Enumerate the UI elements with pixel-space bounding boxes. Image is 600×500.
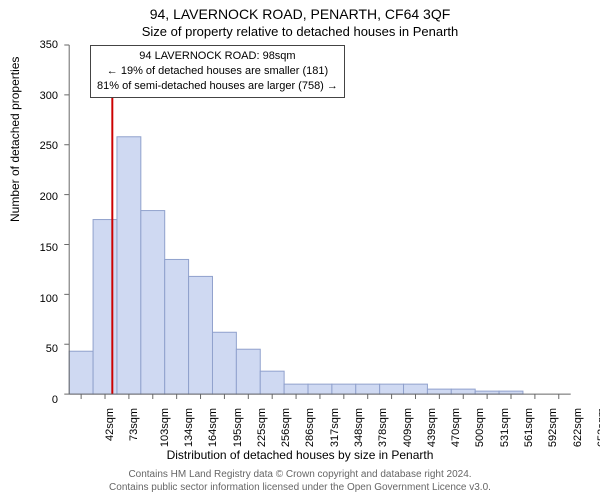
x-tick-label: 317sqm [329, 408, 341, 447]
y-axis-label: Number of detached properties [8, 57, 22, 222]
y-tick-label: 250 [40, 140, 58, 152]
y-tick-label: 0 [52, 394, 58, 406]
bar [93, 220, 117, 395]
bar [308, 384, 332, 394]
y-tick-label: 50 [46, 343, 58, 355]
bar [117, 137, 141, 394]
bar [141, 211, 165, 395]
page-root: 94, LAVERNOCK ROAD, PENARTH, CF64 3QF Si… [0, 0, 600, 500]
x-tick-label: 500sqm [475, 408, 487, 447]
page-subtitle: Size of property relative to detached ho… [0, 22, 600, 39]
bar [404, 384, 428, 394]
y-tick-label: 350 [40, 39, 58, 51]
credit-line-2: Contains public sector information licen… [0, 481, 600, 494]
x-tick-label: 73sqm [128, 408, 140, 441]
bar [427, 389, 451, 394]
bar [380, 384, 404, 394]
credit-line-1: Contains HM Land Registry data © Crown c… [0, 468, 600, 481]
x-tick-label: 561sqm [523, 408, 535, 447]
x-tick-label: 348sqm [353, 408, 365, 447]
x-axis-label: Distribution of detached houses by size … [0, 448, 600, 462]
histogram-plot [62, 45, 572, 400]
x-tick-label: 622sqm [572, 408, 584, 447]
x-tick-label: 470sqm [450, 408, 462, 447]
x-tick-label: 592sqm [547, 408, 559, 447]
bar [189, 276, 213, 394]
bar [356, 384, 380, 394]
bar [69, 351, 93, 394]
x-tick-label: 134sqm [183, 408, 195, 447]
x-tick-label: 103sqm [159, 408, 171, 447]
overlay-line-3: 81% of semi-detached houses are larger (… [97, 79, 338, 94]
bar [165, 259, 189, 394]
bar [236, 349, 260, 394]
x-tick-label: 653sqm [596, 408, 600, 447]
x-tick-label: 378sqm [377, 408, 389, 447]
chart-area [62, 45, 572, 400]
info-overlay-box: 94 LAVERNOCK ROAD: 98sqm ← 19% of detach… [90, 45, 345, 98]
credit-text: Contains HM Land Registry data © Crown c… [0, 468, 600, 494]
x-tick-label: 439sqm [426, 408, 438, 447]
y-tick-label: 150 [40, 242, 58, 254]
y-tick-label: 200 [40, 191, 58, 203]
x-tick-label: 256sqm [280, 408, 292, 447]
bar [284, 384, 308, 394]
bar [212, 332, 236, 394]
x-tick-label: 286sqm [305, 408, 317, 447]
y-tick-label: 300 [40, 90, 58, 102]
bar [332, 384, 356, 394]
bar [260, 371, 284, 394]
overlay-line-2: ← 19% of detached houses are smaller (18… [97, 64, 338, 79]
x-tick-label: 409sqm [402, 408, 414, 447]
y-tick-label: 100 [40, 293, 58, 305]
page-title: 94, LAVERNOCK ROAD, PENARTH, CF64 3QF [0, 0, 600, 22]
bar [451, 389, 475, 394]
x-tick-label: 195sqm [232, 408, 244, 447]
overlay-line-1: 94 LAVERNOCK ROAD: 98sqm [97, 49, 338, 64]
x-tick-label: 42sqm [104, 408, 116, 441]
x-tick-label: 531sqm [499, 408, 511, 447]
x-tick-label: 164sqm [207, 408, 219, 447]
x-tick-label: 225sqm [256, 408, 268, 447]
